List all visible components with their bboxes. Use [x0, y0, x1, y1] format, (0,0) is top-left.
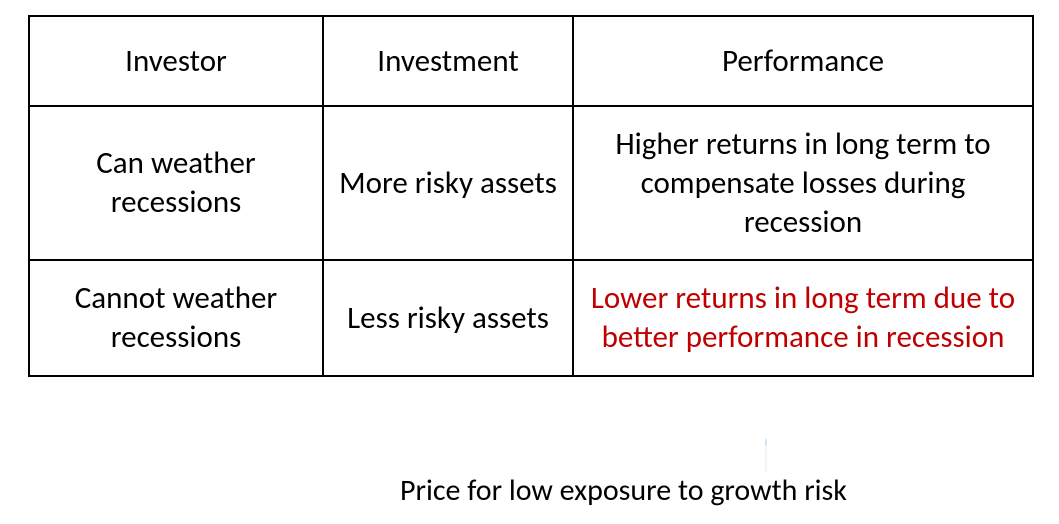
cell-investor: Can weather recessions: [29, 106, 323, 260]
cell-performance-highlight: Lower returns in long term due to better…: [573, 260, 1033, 376]
col-header-investment: Investment: [323, 16, 573, 106]
table-row: Cannot weather recessions Less risky ass…: [29, 260, 1033, 376]
investor-table: Investor Investment Performance Can weat…: [28, 15, 1034, 377]
cell-investment: More risky assets: [323, 106, 573, 260]
table-row: Can weather recessions More risky assets…: [29, 106, 1033, 260]
cell-investment: Less risky assets: [323, 260, 573, 376]
annotation-caption: Price for low exposure to growth risk: [400, 472, 847, 509]
cell-performance: Higher returns in long term to compensat…: [573, 106, 1033, 260]
col-header-investor: Investor: [29, 16, 323, 106]
cell-investor: Cannot weather recessions: [29, 260, 323, 376]
annotation-arrow-icon: [765, 436, 767, 472]
table-header-row: Investor Investment Performance: [29, 16, 1033, 106]
col-header-performance: Performance: [573, 16, 1033, 106]
